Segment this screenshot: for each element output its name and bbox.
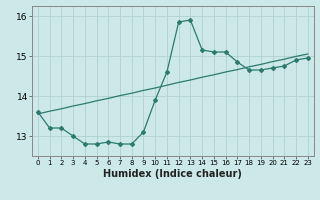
X-axis label: Humidex (Indice chaleur): Humidex (Indice chaleur) xyxy=(103,169,242,179)
